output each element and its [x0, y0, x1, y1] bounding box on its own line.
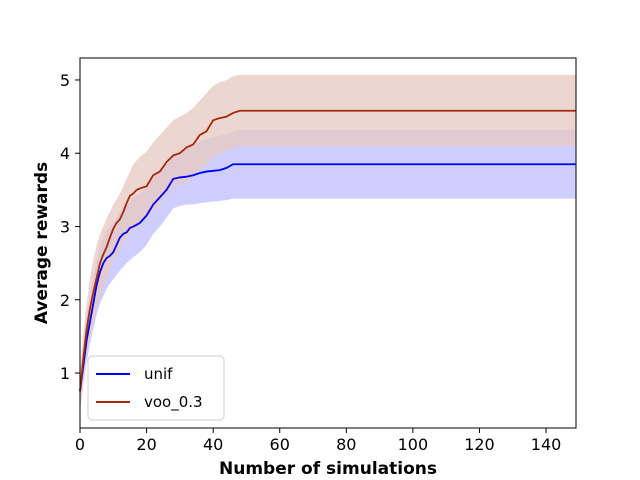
y-tick-label: 5 [60, 71, 70, 90]
x-tick-label: 60 [270, 435, 290, 454]
line-unif [79, 163, 576, 392]
x-axis-ticks: 0 20 40 60 80 100 120 140 [75, 428, 561, 454]
y-tick-label: 1 [60, 364, 70, 383]
x-tick-label: 100 [398, 435, 429, 454]
y-axis-ticks: 1 2 3 4 5 [60, 71, 80, 383]
legend-box [87, 355, 225, 421]
y-tick-label: 4 [60, 144, 70, 163]
y-axis-label: Average rewards [32, 162, 52, 324]
x-tick-label: 20 [136, 435, 156, 454]
legend-label-unif: unif [144, 365, 173, 383]
x-tick-label: 0 [75, 435, 85, 454]
x-tick-label: 140 [531, 435, 562, 454]
x-axis-label: Number of simulations [219, 459, 437, 479]
band-voo_0.3 [80, 74, 576, 410]
x-tick-label: 80 [336, 435, 356, 454]
legend-label-voo_0.3: voo_0.3 [144, 393, 203, 412]
y-tick-label: 2 [60, 291, 70, 310]
x-tick-label: 40 [203, 435, 223, 454]
line-voo_0.3 [79, 109, 576, 392]
band-unif [80, 129, 576, 410]
legend: unif voo_0.3 [87, 355, 225, 421]
y-tick-label: 3 [60, 218, 70, 237]
x-tick-label: 120 [464, 435, 495, 454]
series-lines [79, 109, 576, 392]
confidence-bands [80, 74, 576, 410]
plot-frame [79, 57, 577, 429]
